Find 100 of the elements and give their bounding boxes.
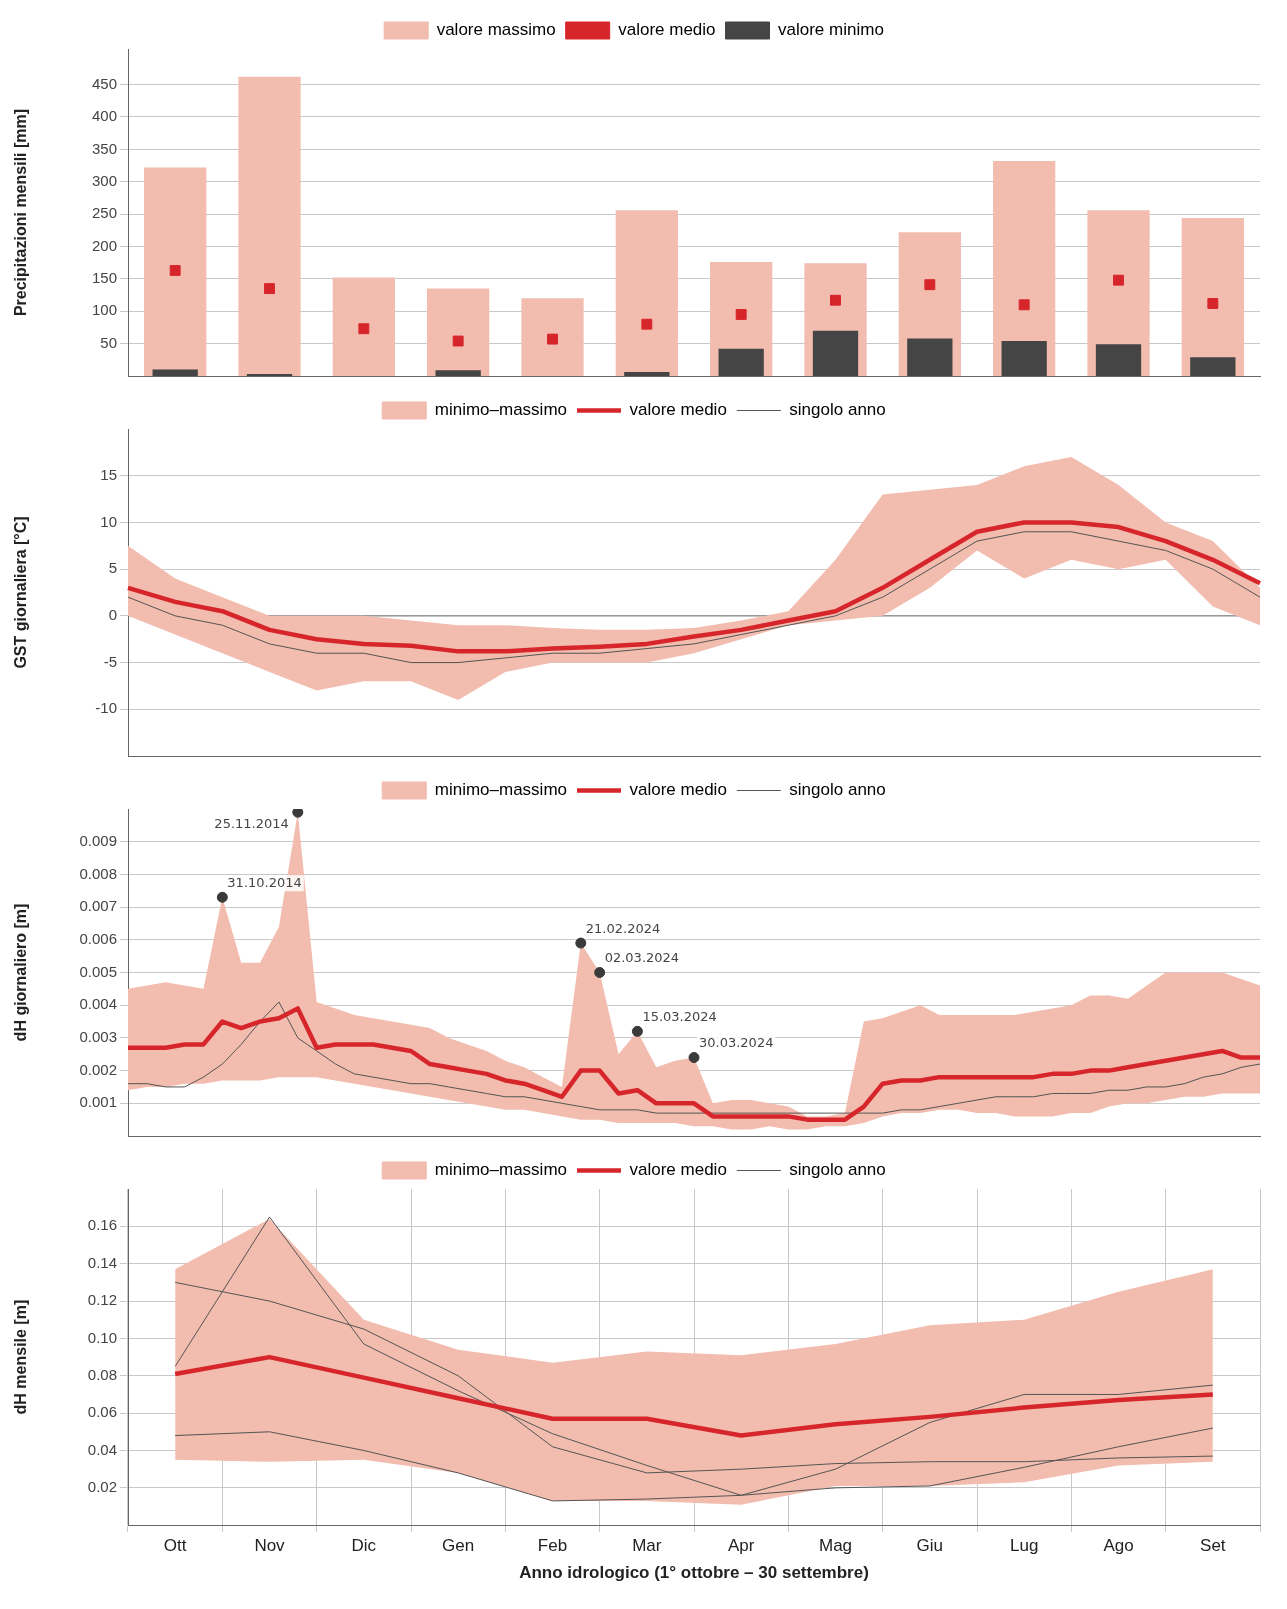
bar [427,288,490,376]
y-tick-label: 5 [108,559,117,577]
point [830,294,841,306]
annotation: 25.11.2014 [214,816,289,832]
point [641,318,653,330]
bar [907,338,953,376]
y-tick-label: 350 [91,139,117,157]
legend-label: valore medio [629,400,727,420]
legend-label: valore medio [618,20,716,40]
legend-label: minimo–massimo [434,780,568,800]
bar [144,167,207,376]
y-tick-label: 0.006 [79,929,117,947]
bar [615,210,678,376]
x-tick-label: Apr [727,1536,755,1556]
x-tick-label: Dic [351,1536,377,1556]
x-tick-label: Lug [1009,1536,1039,1556]
bar [624,372,670,376]
legend-label: singolo anno [789,780,886,800]
y-axis-title: dH giornaliero [m] [12,903,30,1042]
legend-label: minimo–massimo [434,400,568,420]
bar [332,277,395,376]
y-axis-title: GST giornaliera [°C] [12,516,30,669]
legend-label: singolo anno [789,1160,886,1180]
y-tick-label: 0.08 [87,1365,117,1383]
x-axis-title: Anno idrologico (1° ottobre – 30 settembre) [519,1563,869,1583]
point [924,279,936,291]
bar [1190,357,1236,376]
legend-label: valore massimo [436,20,556,40]
y-tick-label: 200 [91,236,117,254]
bar [1001,341,1047,376]
point [547,333,558,345]
annotation: 02.03.2024 [604,950,680,966]
x-tick-label: Nov [254,1536,286,1556]
y-tick-label: 100 [91,301,117,319]
point [1207,298,1219,309]
y-tick-label: 0.12 [87,1291,117,1309]
y-tick-label: 0.001 [79,1093,117,1111]
y-tick-label: 0.008 [79,864,117,882]
annotation: 31.10.2014 [227,875,302,891]
y-tick-label: 0 [108,606,117,623]
x-tick-label: Mar [632,1536,662,1556]
y-tick-label: 0.02 [87,1477,117,1495]
y-tick-label: 0.10 [87,1328,117,1346]
y-axis-title: dH mensile [m] [12,1299,30,1415]
x-tick-label: Ott [163,1536,187,1556]
point [264,283,275,295]
y-axis-title: Precipitazioni mensili [mm] [12,108,30,317]
y-tick-label: 0.005 [79,962,117,980]
y-tick-label: 0.04 [87,1440,117,1458]
y-tick-label: 0.14 [87,1253,117,1271]
y-tick-label: 400 [91,107,117,125]
point [688,1052,700,1064]
annotation: 21.02.2024 [585,920,661,936]
bar [812,330,859,376]
y-tick-label: 0.16 [87,1216,117,1234]
y-tick-label: 0.002 [79,1060,117,1078]
x-tick-label: Set [1200,1536,1226,1556]
annotation: 30.03.2024 [699,1035,774,1051]
x-tick-label: Ago [1103,1536,1134,1556]
legend-label: valore medio [629,780,727,800]
legend-label: valore medio [629,1160,727,1180]
point [631,1025,643,1037]
y-tick-label: 0.004 [79,995,117,1013]
y-tick-label: 150 [91,269,117,287]
bar [1095,344,1142,376]
legend-label: valore minimo [778,20,884,40]
x-tick-label: Gen [442,1536,475,1556]
legend-label: singolo anno [789,400,886,420]
bar [238,76,301,376]
y-tick-label: 50 [100,333,117,351]
y-tick-label: -5 [103,652,117,670]
bar [718,348,764,376]
point [1018,299,1030,311]
y-tick-label: 450 [91,74,117,92]
y-tick-label: 0.06 [87,1403,117,1421]
y-tick-label: 0.003 [79,1028,117,1046]
x-tick-label: Giu [916,1536,944,1556]
point [1113,274,1124,286]
x-tick-label: Mag [818,1536,853,1556]
point [575,937,587,949]
y-tick-label: 300 [91,171,117,189]
point [292,809,304,818]
bar [521,298,584,376]
y-tick-label: 0.007 [79,897,117,915]
point [452,335,464,347]
legend-label: minimo–massimo [434,1160,568,1180]
y-tick-label: 15 [100,465,117,483]
point [169,265,181,276]
bar [435,370,481,376]
annotation: 15.03.2024 [642,1009,717,1025]
point [216,891,228,903]
point [735,309,747,320]
point [358,323,370,335]
y-tick-label: 0.009 [79,831,117,849]
bar [152,369,198,376]
x-tick-label: Feb [537,1536,568,1556]
point [594,967,606,978]
y-tick-label: 10 [100,512,117,530]
y-tick-label: -10 [95,699,117,717]
y-tick-label: 250 [91,204,117,222]
